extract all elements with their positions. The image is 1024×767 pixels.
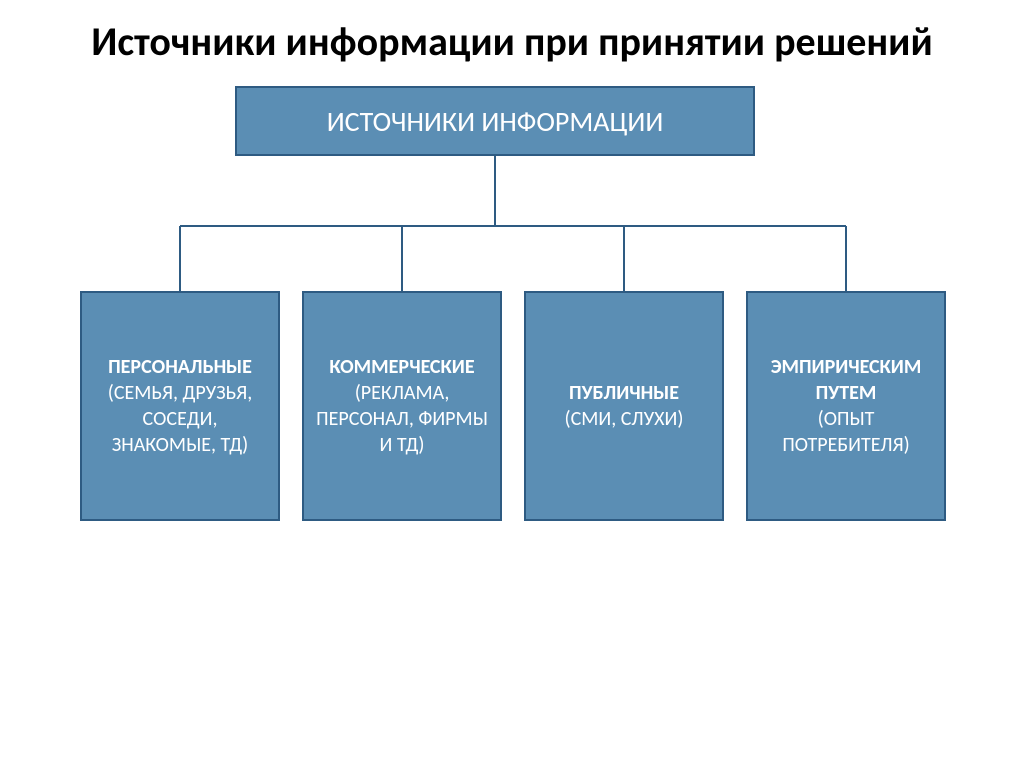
child-sub-3: (ОПЫТ ПОТРЕБИТЕЛЯ) — [758, 406, 934, 458]
diagram-container: ИСТОЧНИКИ ИНФОРМАЦИИ ПЕРСОНАЛЬНЫЕ (СЕМЬЯ… — [0, 76, 1024, 696]
child-sub-1: (РЕКЛАМА, ПЕРСОНАЛ, ФИРМЫ И ТД) — [314, 380, 490, 458]
root-label: ИСТОЧНИКИ ИНФОРМАЦИИ — [327, 104, 664, 139]
child-heading-0: ПЕРСОНАЛЬНЫЕ — [108, 354, 252, 380]
child-heading-3: ЭМПИРИЧЕСКИМ ПУТЕМ — [758, 354, 934, 406]
child-node-2: ПУБЛИЧНЫЕ (СМИ, СЛУХИ) — [524, 291, 724, 521]
child-node-0: ПЕРСОНАЛЬНЫЕ (СЕМЬЯ, ДРУЗЬЯ, СОСЕДИ, ЗНА… — [80, 291, 280, 521]
root-node: ИСТОЧНИКИ ИНФОРМАЦИИ — [235, 86, 755, 156]
child-node-3: ЭМПИРИЧЕСКИМ ПУТЕМ (ОПЫТ ПОТРЕБИТЕЛЯ) — [746, 291, 946, 521]
child-heading-2: ПУБЛИЧНЫЕ — [569, 380, 679, 406]
child-heading-1: КОММЕРЧЕСКИЕ — [329, 354, 474, 380]
child-sub-0: (СЕМЬЯ, ДРУЗЬЯ, СОСЕДИ, ЗНАКОМЫЕ, ТД) — [92, 380, 268, 458]
child-node-1: КОММЕРЧЕСКИЕ (РЕКЛАМА, ПЕРСОНАЛ, ФИРМЫ И… — [302, 291, 502, 521]
page-title: Источники информации при принятии решени… — [0, 0, 1024, 66]
child-sub-2: (СМИ, СЛУХИ) — [565, 406, 684, 432]
